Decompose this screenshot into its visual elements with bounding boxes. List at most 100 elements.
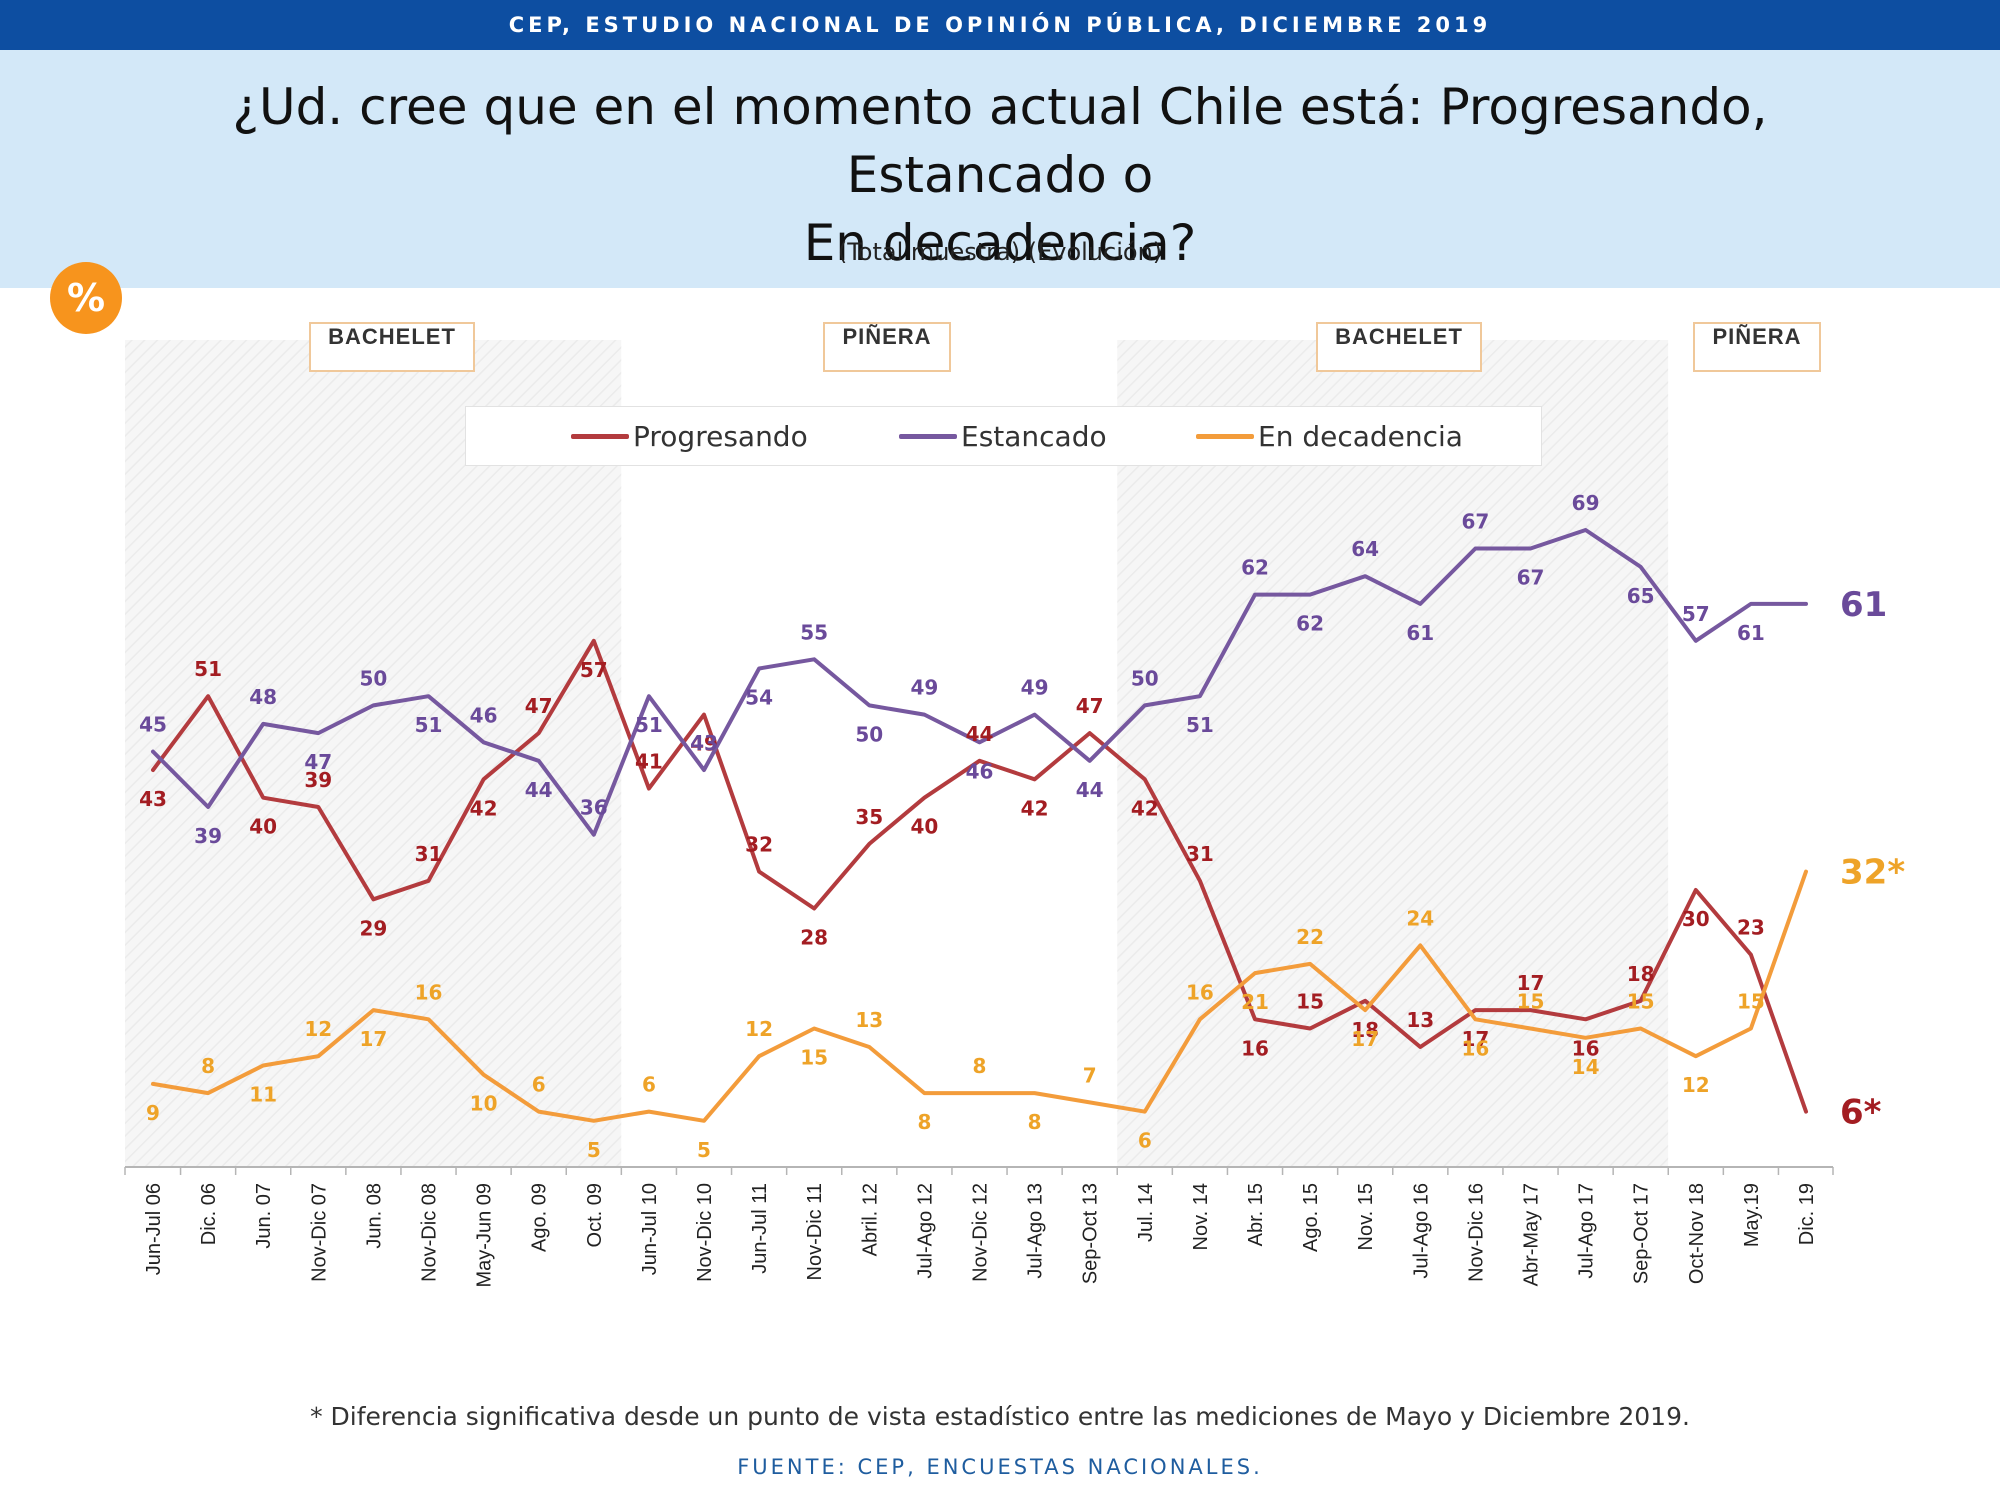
legend-label-en-decadencia: En decadencia (1258, 419, 1463, 453)
data-label: 36 (580, 796, 608, 820)
data-label: 51 (415, 713, 443, 737)
data-label: 49 (910, 676, 938, 700)
data-label: 8 (973, 1054, 987, 1078)
data-label: 42 (1131, 796, 1159, 820)
data-label: 44 (966, 722, 994, 746)
data-label: 40 (249, 815, 277, 839)
data-label: 67 (1517, 565, 1545, 589)
x-tick-label: Jun-Jul 06 (143, 1183, 165, 1275)
data-label: 39 (194, 824, 222, 848)
data-label: 57 (580, 658, 608, 682)
x-tick-label: Jul-Ago 16 (1410, 1183, 1432, 1279)
x-tick-label: Nov-Dic 08 (419, 1183, 441, 1282)
data-label: 29 (359, 916, 387, 940)
series-line-0 (151, 638, 1808, 1114)
data-label: 65 (1627, 584, 1655, 608)
data-label: 49 (1021, 676, 1049, 700)
data-label: 12 (1682, 1073, 1710, 1097)
data-label: 28 (800, 926, 828, 950)
series-end-label-0: 6* (1840, 1093, 1882, 1133)
data-label: 13 (1406, 1008, 1434, 1032)
data-label: 8 (201, 1054, 215, 1078)
x-tick-label: Dic. 06 (198, 1183, 220, 1245)
data-label: 16 (1186, 980, 1214, 1004)
period-band-1 (621, 340, 1118, 1167)
x-tick-label: Ago. 15 (1300, 1183, 1322, 1252)
data-label: 32 (745, 833, 773, 857)
series-end-label-1: 61 (1840, 585, 1887, 625)
data-label: 17 (1517, 971, 1545, 995)
x-tick-label: Jun. 08 (363, 1183, 385, 1249)
data-label: 24 (1406, 906, 1434, 930)
data-label: 22 (1296, 925, 1324, 949)
report-header-bar: CEP, ESTUDIO NACIONAL DE OPINIÓN PÚBLICA… (0, 0, 2000, 50)
chart-title-line-1: ¿Ud. cree que en el momento actual Chile… (232, 78, 1768, 204)
data-label: 47 (304, 750, 332, 774)
data-label: 31 (1186, 842, 1214, 866)
data-label: 46 (470, 703, 498, 727)
x-tick-label: Nov-Dic 11 (804, 1183, 826, 1280)
period-band-2 (1117, 340, 1669, 1167)
data-label: 47 (525, 694, 553, 718)
x-tick-label: Nov-Dic 07 (308, 1183, 330, 1282)
data-label: 17 (1351, 1027, 1379, 1051)
legend-label-estancado: Estancado (961, 419, 1107, 453)
chart-subtitle: (Total muestra) (Evolución) (837, 238, 1163, 266)
data-label: 51 (635, 713, 663, 737)
data-label: 18 (1351, 1018, 1379, 1042)
source-note: FUENTE: CEP, ENCUESTAS NACIONALES. (737, 1455, 1263, 1479)
legend-swatch-progresando (571, 433, 629, 439)
data-label: 17 (359, 1027, 387, 1051)
period-label-bachelet-1: BACHELET (309, 322, 475, 372)
x-tick-label: Nov-Dic 10 (694, 1183, 716, 1282)
x-tick-label: Jul. 14 (1135, 1183, 1157, 1242)
data-label: 15 (1296, 990, 1324, 1014)
data-label: 39 (304, 768, 332, 792)
data-label: 17 (1461, 1027, 1489, 1051)
data-label: 62 (1296, 612, 1324, 636)
chart-title-line-2: En decadencia? (803, 214, 1197, 272)
data-label: 5 (587, 1138, 601, 1162)
data-label: 6 (642, 1073, 656, 1097)
series-end-label-2: 32* (1840, 853, 1905, 893)
data-label: 12 (304, 1017, 332, 1041)
data-label: 6 (532, 1073, 546, 1097)
x-tick-label: Nov-Dic 12 (970, 1183, 992, 1282)
x-tick-label: Abr. 15 (1245, 1183, 1267, 1246)
data-label: 51 (1186, 713, 1214, 737)
x-tick-label: Jul-Ago 13 (1025, 1183, 1047, 1279)
data-label: 61 (1406, 621, 1434, 645)
legend-swatch-en-decadencia (1196, 433, 1254, 439)
x-tick-label: Nov. 14 (1190, 1183, 1212, 1250)
data-label: 8 (917, 1110, 931, 1134)
data-label: 30 (1682, 907, 1710, 931)
data-label: 41 (635, 750, 663, 774)
data-label: 15 (1627, 990, 1655, 1014)
x-tick-label: Ago. 09 (529, 1183, 551, 1252)
data-label: 54 (745, 685, 773, 709)
data-label: 8 (1028, 1110, 1042, 1134)
x-tick-label: Jul-Ago 17 (1576, 1183, 1598, 1279)
period-band-3 (1668, 340, 1833, 1167)
x-tick-label: Jun. 07 (253, 1183, 275, 1249)
data-label: 44 (525, 778, 553, 802)
x-tick-label: Jun-Jul 11 (749, 1183, 771, 1274)
data-label: 9 (146, 1101, 160, 1125)
data-label: 48 (249, 685, 277, 709)
x-tick-label: Oct. 09 (584, 1183, 606, 1247)
data-label: 10 (470, 1092, 498, 1116)
data-label: 11 (249, 1082, 277, 1106)
x-tick-label: Sep-Oct 13 (1080, 1183, 1102, 1284)
data-label: 23 (1737, 916, 1765, 940)
data-label: 31 (415, 842, 443, 866)
data-label: 69 (1572, 491, 1600, 515)
series-line-2 (151, 869, 1808, 1123)
period-band-0 (125, 340, 622, 1167)
data-label: 15 (800, 1046, 828, 1070)
series-line-1 (151, 528, 1808, 837)
data-label: 16 (1572, 1036, 1600, 1060)
data-label: 67 (1461, 509, 1489, 533)
title-band (0, 50, 2000, 288)
data-label: 16 (1241, 1036, 1269, 1060)
percent-badge: % (50, 262, 122, 334)
